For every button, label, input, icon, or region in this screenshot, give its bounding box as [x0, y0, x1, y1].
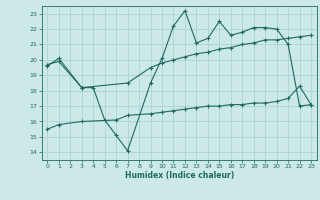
X-axis label: Humidex (Indice chaleur): Humidex (Indice chaleur) [124, 171, 234, 180]
